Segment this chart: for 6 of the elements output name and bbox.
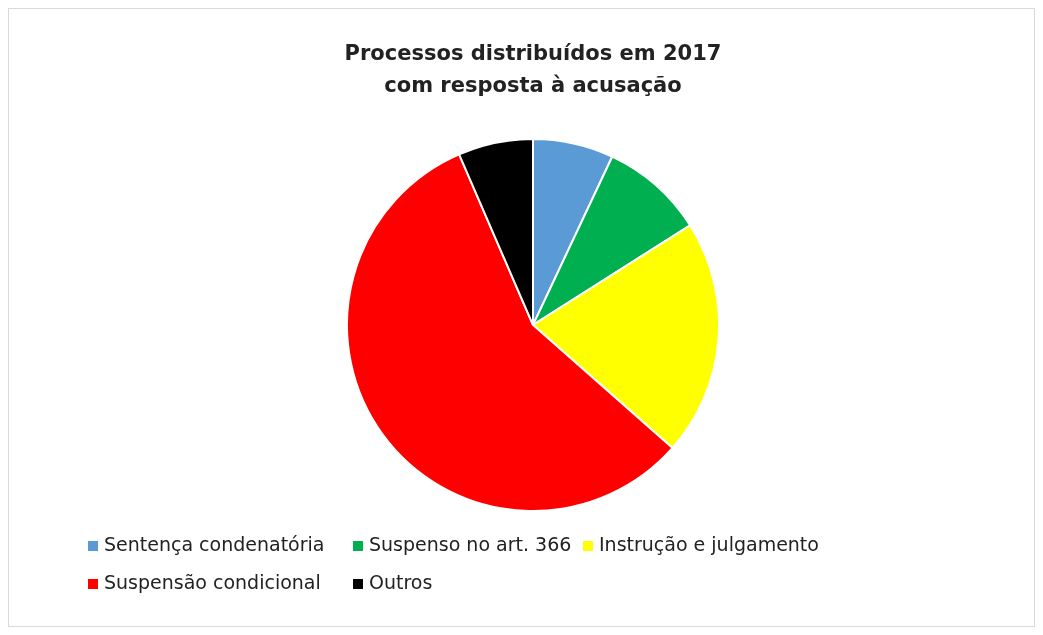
chart-title: Processos distribuídos em 2017 com resposta à acusação: [344, 41, 722, 97]
legend-label: Sentença condenatória: [104, 533, 325, 555]
legend-label: Suspenso no art. 366: [369, 533, 572, 555]
legend-label: Outros: [369, 571, 433, 593]
legend-label: Suspensão condicional: [104, 571, 321, 593]
legend-label: Instrução e julgamento: [599, 533, 819, 555]
